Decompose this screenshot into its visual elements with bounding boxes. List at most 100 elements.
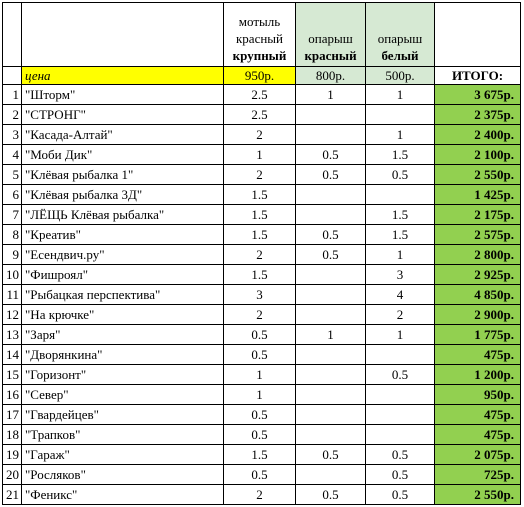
row-total-cell[interactable]: 475р. (434, 404, 521, 425)
row-number-cell[interactable]: 4 (2, 144, 22, 165)
row-name-cell[interactable]: "Гараж" (21, 444, 224, 465)
row-name-cell[interactable]: "Дворянкина" (21, 344, 224, 365)
row-bloodworm-cell[interactable]: 2 (223, 484, 296, 505)
row-bloodworm-cell[interactable]: 1.5 (223, 204, 296, 225)
row-bloodworm-cell[interactable]: 2 (223, 244, 296, 265)
row-white-maggot-cell[interactable]: 2 (365, 304, 435, 325)
price-num-cell[interactable] (2, 66, 22, 85)
row-bloodworm-cell[interactable]: 1 (223, 144, 296, 165)
price-label-cell[interactable]: цена (21, 66, 224, 85)
row-bloodworm-cell[interactable]: 1.5 (223, 264, 296, 285)
row-total-cell[interactable]: 2 550р. (434, 164, 521, 185)
row-number-cell[interactable]: 18 (2, 424, 22, 445)
row-name-cell[interactable]: "Клёвая рыбалка 3Д" (21, 184, 224, 205)
row-name-cell[interactable]: "Фишроял" (21, 264, 224, 285)
row-total-cell[interactable]: 475р. (434, 344, 521, 365)
row-name-cell[interactable]: "Феникс" (21, 484, 224, 505)
price-white-maggot-cell[interactable]: 500р. (365, 66, 435, 85)
row-white-maggot-cell[interactable]: 1 (365, 84, 435, 105)
price-bloodworm-cell[interactable]: 950р. (223, 66, 296, 85)
row-total-cell[interactable]: 1 200р. (434, 364, 521, 385)
row-total-cell[interactable]: 2 400р. (434, 124, 521, 145)
row-total-cell[interactable]: 725р. (434, 464, 521, 485)
row-name-cell[interactable]: "Север" (21, 384, 224, 405)
row-red-maggot-cell[interactable] (295, 424, 366, 445)
row-bloodworm-cell[interactable]: 1.5 (223, 224, 296, 245)
row-total-cell[interactable]: 2 575р. (434, 224, 521, 245)
row-name-cell[interactable]: "Есендвич.ру" (21, 244, 224, 265)
row-white-maggot-cell[interactable]: 1.5 (365, 204, 435, 225)
row-white-maggot-cell[interactable]: 1.5 (365, 224, 435, 245)
row-bloodworm-cell[interactable]: 3 (223, 284, 296, 305)
row-bloodworm-cell[interactable]: 2 (223, 164, 296, 185)
row-red-maggot-cell[interactable] (295, 284, 366, 305)
row-number-cell[interactable]: 20 (2, 464, 22, 485)
header-total-cell[interactable] (434, 2, 521, 67)
row-name-cell[interactable]: "Креатив" (21, 224, 224, 245)
row-red-maggot-cell[interactable] (295, 384, 366, 405)
row-white-maggot-cell[interactable] (365, 424, 435, 445)
row-white-maggot-cell[interactable] (365, 344, 435, 365)
row-bloodworm-cell[interactable]: 0.5 (223, 344, 296, 365)
row-white-maggot-cell[interactable]: 4 (365, 284, 435, 305)
row-number-cell[interactable]: 10 (2, 264, 22, 285)
row-name-cell[interactable]: "Гвардейцев" (21, 404, 224, 425)
header-white-maggot-cell[interactable]: опарыш белый (365, 2, 435, 67)
row-white-maggot-cell[interactable] (365, 104, 435, 125)
row-total-cell[interactable]: 3 675р. (434, 84, 521, 105)
row-number-cell[interactable]: 2 (2, 104, 22, 125)
row-total-cell[interactable]: 4 850р. (434, 284, 521, 305)
row-red-maggot-cell[interactable] (295, 204, 366, 225)
row-white-maggot-cell[interactable]: 0.5 (365, 164, 435, 185)
row-total-cell[interactable]: 2 075р. (434, 444, 521, 465)
row-total-cell[interactable]: 2 800р. (434, 244, 521, 265)
total-label-cell[interactable]: ИТОГО: (434, 66, 521, 85)
row-name-cell[interactable]: "Клёвая рыбалка 1" (21, 164, 224, 185)
row-bloodworm-cell[interactable]: 2.5 (223, 104, 296, 125)
row-bloodworm-cell[interactable]: 1 (223, 384, 296, 405)
row-name-cell[interactable]: "Росляков" (21, 464, 224, 485)
row-total-cell[interactable]: 2 900р. (434, 304, 521, 325)
row-number-cell[interactable]: 17 (2, 404, 22, 425)
row-white-maggot-cell[interactable] (365, 384, 435, 405)
row-number-cell[interactable]: 19 (2, 444, 22, 465)
row-name-cell[interactable]: "Трапков" (21, 424, 224, 445)
row-bloodworm-cell[interactable]: 0.5 (223, 424, 296, 445)
row-red-maggot-cell[interactable] (295, 344, 366, 365)
row-red-maggot-cell[interactable] (295, 184, 366, 205)
row-total-cell[interactable]: 2 375р. (434, 104, 521, 125)
row-red-maggot-cell[interactable]: 1 (295, 324, 366, 345)
row-bloodworm-cell[interactable]: 0.5 (223, 404, 296, 425)
row-bloodworm-cell[interactable]: 2.5 (223, 84, 296, 105)
row-red-maggot-cell[interactable] (295, 264, 366, 285)
row-number-cell[interactable]: 7 (2, 204, 22, 225)
row-total-cell[interactable]: 475р. (434, 424, 521, 445)
header-name-cell[interactable] (21, 2, 224, 67)
row-number-cell[interactable]: 6 (2, 184, 22, 205)
row-name-cell[interactable]: "Моби Дик" (21, 144, 224, 165)
row-total-cell[interactable]: 1 775р. (434, 324, 521, 345)
row-total-cell[interactable]: 950р. (434, 384, 521, 405)
row-red-maggot-cell[interactable] (295, 304, 366, 325)
row-name-cell[interactable]: "ЛЁЩЬ Клёвая рыбалка" (21, 204, 224, 225)
row-red-maggot-cell[interactable] (295, 464, 366, 485)
row-white-maggot-cell[interactable]: 1 (365, 244, 435, 265)
row-name-cell[interactable]: "Заря" (21, 324, 224, 345)
row-name-cell[interactable]: "Касада-Алтай" (21, 124, 224, 145)
row-red-maggot-cell[interactable]: 0.5 (295, 144, 366, 165)
row-white-maggot-cell[interactable]: 1 (365, 324, 435, 345)
row-red-maggot-cell[interactable] (295, 364, 366, 385)
row-red-maggot-cell[interactable]: 0.5 (295, 484, 366, 505)
header-bloodworm-cell[interactable]: мотыль красный крупный (223, 2, 296, 67)
row-red-maggot-cell[interactable]: 1 (295, 84, 366, 105)
row-name-cell[interactable]: "На крючке" (21, 304, 224, 325)
row-total-cell[interactable]: 1 425р. (434, 184, 521, 205)
row-red-maggot-cell[interactable]: 0.5 (295, 444, 366, 465)
row-bloodworm-cell[interactable]: 1.5 (223, 184, 296, 205)
row-white-maggot-cell[interactable] (365, 184, 435, 205)
row-total-cell[interactable]: 2 550р. (434, 484, 521, 505)
row-bloodworm-cell[interactable]: 2 (223, 304, 296, 325)
row-bloodworm-cell[interactable]: 0.5 (223, 464, 296, 485)
row-white-maggot-cell[interactable]: 0.5 (365, 484, 435, 505)
row-bloodworm-cell[interactable]: 1 (223, 364, 296, 385)
